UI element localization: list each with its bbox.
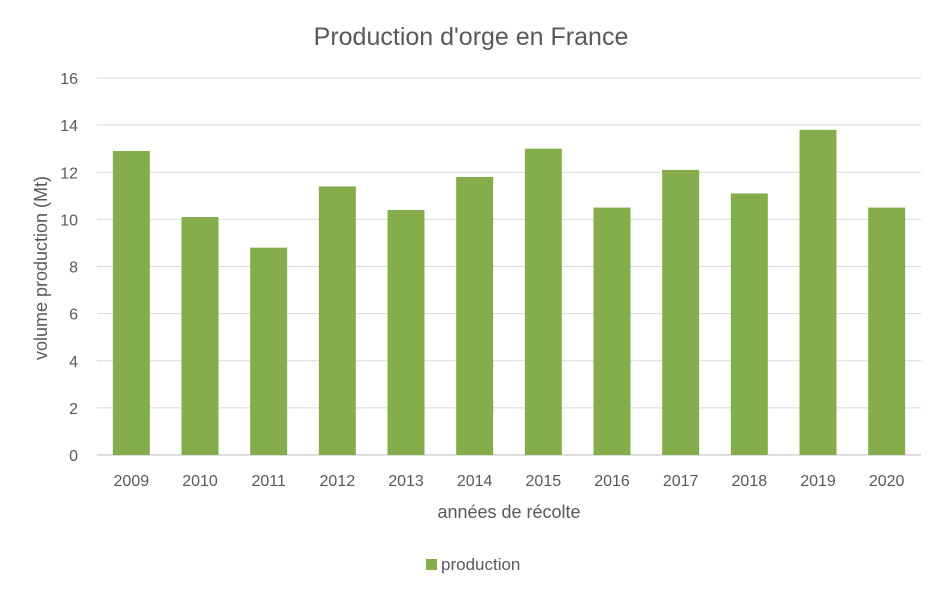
bars xyxy=(112,129,906,456)
y-tick-label: 2 xyxy=(69,401,78,418)
bar-2013 xyxy=(387,209,425,455)
y-tick-labels: 0 2 4 6 8 10 12 14 16 xyxy=(60,71,78,465)
bar-2018 xyxy=(730,193,768,456)
bar-2014 xyxy=(456,176,494,455)
legend-label-production: production xyxy=(441,555,520,574)
x-tick-label: 2016 xyxy=(594,473,630,490)
bar-2010 xyxy=(181,217,219,455)
x-tick-label: 2012 xyxy=(320,473,356,490)
bar-2012 xyxy=(318,186,356,455)
y-axis-label: volume production (Mt) xyxy=(31,176,51,360)
x-tick-label: 2009 xyxy=(114,473,150,490)
y-tick-label: 12 xyxy=(60,165,78,182)
x-tick-label: 2014 xyxy=(457,473,493,490)
y-tick-label: 16 xyxy=(60,71,78,88)
bar-2017 xyxy=(662,169,700,456)
bar-2020 xyxy=(868,207,906,455)
legend-swatch-production xyxy=(426,559,437,570)
x-tick-label: 2015 xyxy=(526,473,562,490)
y-tick-label: 10 xyxy=(60,212,78,229)
y-tick-label: 6 xyxy=(69,307,78,324)
x-tick-labels: 2009 2010 2011 2012 2013 2014 2015 2016 2017 2018… xyxy=(114,473,905,490)
x-tick-label: 2019 xyxy=(800,473,836,490)
x-tick-label: 2011 xyxy=(251,473,286,490)
y-tick-label: 0 xyxy=(69,448,78,465)
x-tick-label: 2013 xyxy=(388,473,424,490)
bar-2016 xyxy=(593,207,631,455)
bar-2009 xyxy=(112,151,150,455)
bar-2015 xyxy=(524,148,562,455)
gridlines xyxy=(97,77,921,456)
y-tick-label: 8 xyxy=(69,260,78,277)
y-tick-label: 14 xyxy=(60,118,78,135)
bar-2011 xyxy=(250,247,288,455)
x-axis-label: années de récolte xyxy=(437,502,580,522)
x-tick-label: 2018 xyxy=(732,473,768,490)
chart-title: Production d'orge en France xyxy=(314,23,629,51)
x-tick-label: 2020 xyxy=(869,473,905,490)
x-tick-label: 2010 xyxy=(182,473,218,490)
bar-2019 xyxy=(799,129,837,455)
y-tick-label: 4 xyxy=(69,354,78,371)
legend: production xyxy=(426,555,520,574)
x-tick-label: 2017 xyxy=(663,473,699,490)
